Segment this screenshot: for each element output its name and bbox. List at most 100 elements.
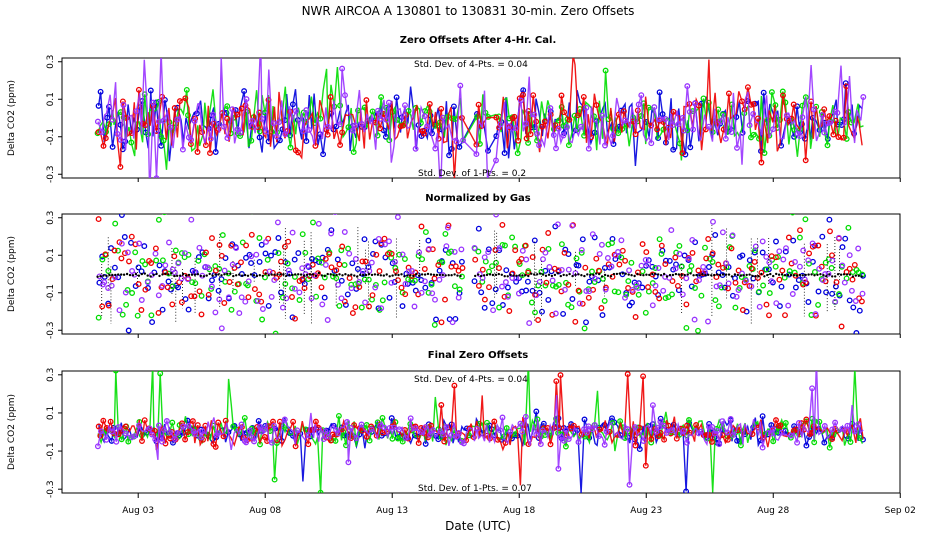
data-point xyxy=(276,119,282,126)
data-point xyxy=(282,131,289,137)
data-point xyxy=(392,265,399,271)
reference-point xyxy=(848,273,852,276)
data-point xyxy=(632,424,639,431)
data-point xyxy=(841,279,848,286)
data-point xyxy=(725,90,732,97)
data-point xyxy=(649,402,656,409)
data-point xyxy=(662,116,669,122)
data-point xyxy=(681,127,688,134)
data-point xyxy=(272,249,279,256)
reference-point xyxy=(167,273,170,276)
data-point xyxy=(389,435,396,442)
data-layer xyxy=(94,58,867,178)
data-point xyxy=(639,268,646,275)
data-point xyxy=(285,267,292,274)
data-point xyxy=(384,251,391,258)
data-point xyxy=(719,418,726,425)
data-point xyxy=(335,281,341,288)
data-point xyxy=(615,249,621,255)
data-point xyxy=(358,304,365,311)
data-point xyxy=(249,118,256,124)
data-point xyxy=(381,235,388,242)
data-point xyxy=(396,251,403,258)
y-axis: 0.3 0.1 -0.1 -0.3 xyxy=(46,55,62,183)
data-point xyxy=(504,293,511,300)
data-point xyxy=(233,426,240,433)
data-point xyxy=(216,242,223,248)
data-point xyxy=(320,436,327,443)
data-point xyxy=(474,113,480,120)
reference-point xyxy=(361,273,365,277)
data-point xyxy=(167,124,174,131)
data-point xyxy=(811,439,818,446)
data-point xyxy=(618,254,625,261)
data-point xyxy=(696,277,702,284)
data-point xyxy=(312,142,319,149)
data-point xyxy=(243,96,250,103)
data-point xyxy=(658,250,665,257)
data-point xyxy=(150,99,157,106)
data-point xyxy=(635,291,642,298)
data-point xyxy=(545,296,552,303)
data-point xyxy=(605,116,612,123)
data-point xyxy=(415,252,422,259)
data-point xyxy=(136,240,143,247)
data-point xyxy=(536,142,543,149)
reference-point xyxy=(102,274,105,277)
reference-point xyxy=(140,272,143,276)
data-point xyxy=(790,214,796,216)
reference-point xyxy=(568,272,571,276)
data-point xyxy=(408,276,415,283)
data-point xyxy=(345,459,352,466)
reference-point xyxy=(515,274,518,277)
data-point xyxy=(449,319,456,326)
data-point xyxy=(256,423,263,430)
data-point xyxy=(270,209,275,214)
data-point xyxy=(222,417,229,424)
data-point xyxy=(243,254,249,261)
reference-point xyxy=(146,274,149,277)
data-point xyxy=(815,288,822,295)
data-point xyxy=(583,104,590,111)
data-point xyxy=(196,288,203,295)
data-point xyxy=(789,291,796,297)
data-point xyxy=(859,290,866,297)
reference-point xyxy=(344,273,347,276)
reference-point xyxy=(485,273,489,277)
data-point xyxy=(128,434,135,441)
data-point xyxy=(451,283,458,290)
reference-point xyxy=(305,273,309,276)
data-point xyxy=(679,150,686,157)
data-point xyxy=(586,288,593,295)
data-point xyxy=(790,101,797,108)
data-point xyxy=(278,258,284,265)
reference-point xyxy=(317,271,321,275)
data-point xyxy=(152,250,159,257)
data-point xyxy=(125,327,132,334)
data-point xyxy=(334,256,341,263)
data-point xyxy=(580,93,587,100)
data-point xyxy=(379,297,386,304)
data-point xyxy=(382,133,389,140)
reference-point xyxy=(229,272,232,275)
data-point xyxy=(182,436,189,443)
data-point xyxy=(442,296,448,303)
data-point xyxy=(819,233,826,240)
y-tick-label: 0.3 xyxy=(46,211,56,225)
x-tick-label: Aug 08 xyxy=(249,506,281,516)
data-point xyxy=(182,95,189,102)
x-tick-label: Aug 28 xyxy=(757,506,789,516)
data-point xyxy=(121,234,128,240)
data-point xyxy=(100,417,107,424)
data-point xyxy=(258,241,265,248)
data-point xyxy=(342,301,349,308)
data-point xyxy=(409,268,415,274)
data-point xyxy=(773,300,780,307)
data-point xyxy=(207,135,214,142)
data-point xyxy=(523,120,530,127)
data-point xyxy=(451,382,458,389)
data-point xyxy=(628,259,635,266)
reference-point xyxy=(332,274,335,277)
data-point xyxy=(778,429,785,436)
